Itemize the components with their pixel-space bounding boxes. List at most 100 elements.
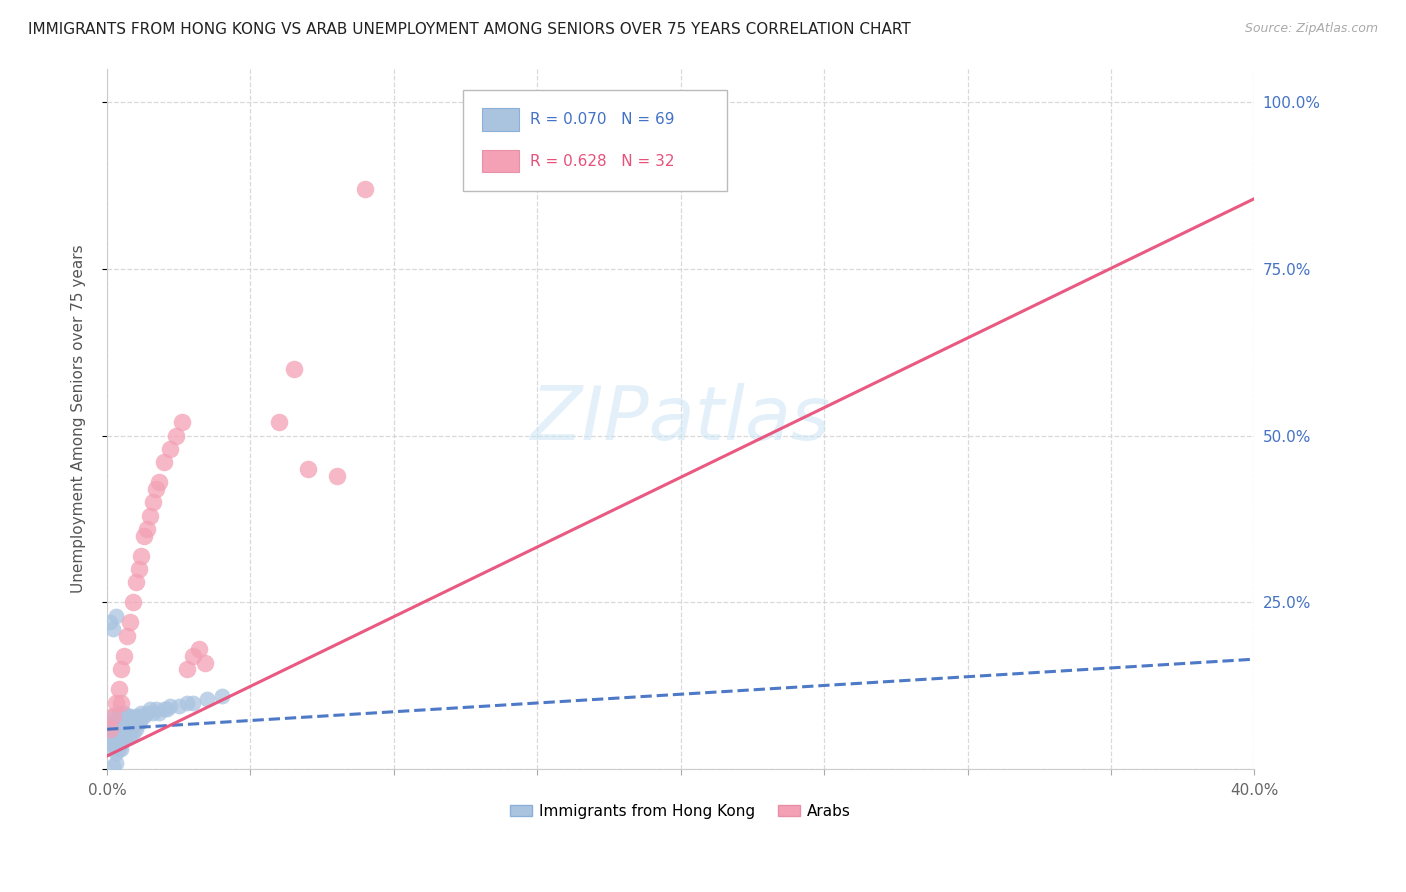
Point bbox=[118, 709, 141, 723]
Point bbox=[197, 692, 219, 706]
Point bbox=[131, 706, 153, 720]
Point bbox=[194, 656, 217, 670]
FancyBboxPatch shape bbox=[463, 89, 727, 191]
Point bbox=[153, 702, 176, 716]
Point bbox=[104, 719, 127, 733]
Point bbox=[101, 709, 124, 723]
Point bbox=[115, 729, 138, 743]
Point bbox=[101, 729, 124, 743]
Point bbox=[211, 689, 233, 703]
Point bbox=[156, 702, 179, 716]
Point bbox=[110, 709, 132, 723]
Point bbox=[159, 442, 181, 456]
Point bbox=[98, 736, 121, 750]
Point bbox=[122, 725, 145, 739]
Point bbox=[107, 723, 129, 737]
Point bbox=[112, 719, 135, 733]
Point bbox=[139, 702, 162, 716]
Point bbox=[181, 648, 204, 663]
Point bbox=[122, 712, 145, 726]
Point bbox=[104, 725, 127, 739]
Point bbox=[128, 562, 150, 576]
Point bbox=[153, 455, 176, 469]
Point bbox=[170, 415, 193, 429]
Point bbox=[112, 725, 135, 739]
Point bbox=[104, 746, 127, 760]
FancyBboxPatch shape bbox=[482, 150, 519, 172]
Point bbox=[107, 729, 129, 743]
Point bbox=[112, 706, 135, 720]
Point bbox=[104, 712, 127, 726]
Point bbox=[134, 529, 156, 543]
Point bbox=[125, 709, 148, 723]
Point bbox=[101, 736, 124, 750]
Point bbox=[145, 482, 167, 496]
Text: ZIPatlas: ZIPatlas bbox=[530, 383, 831, 455]
FancyBboxPatch shape bbox=[482, 108, 519, 131]
Point bbox=[107, 706, 129, 720]
Point bbox=[112, 712, 135, 726]
Point bbox=[101, 622, 124, 636]
Point bbox=[148, 706, 170, 720]
Point bbox=[125, 575, 148, 590]
Point bbox=[159, 698, 181, 713]
Point bbox=[110, 729, 132, 743]
Point bbox=[98, 615, 121, 630]
Y-axis label: Unemployment Among Seniors over 75 years: Unemployment Among Seniors over 75 years bbox=[72, 244, 86, 593]
Point bbox=[142, 495, 165, 509]
Point bbox=[167, 698, 190, 713]
Point bbox=[148, 475, 170, 490]
Point bbox=[98, 715, 121, 730]
Point bbox=[107, 736, 129, 750]
Point bbox=[176, 696, 198, 710]
Point bbox=[98, 725, 121, 739]
Point bbox=[110, 736, 132, 750]
Point bbox=[112, 732, 135, 747]
Point bbox=[136, 522, 159, 536]
Point bbox=[110, 662, 132, 676]
Point bbox=[110, 742, 132, 756]
Point bbox=[131, 712, 153, 726]
Point bbox=[118, 729, 141, 743]
Point bbox=[104, 739, 127, 753]
Point bbox=[165, 428, 187, 442]
Point bbox=[115, 723, 138, 737]
Point bbox=[125, 715, 148, 730]
Point bbox=[101, 742, 124, 756]
Point bbox=[115, 709, 138, 723]
Point bbox=[176, 662, 198, 676]
Text: IMMIGRANTS FROM HONG KONG VS ARAB UNEMPLOYMENT AMONG SENIORS OVER 75 YEARS CORRE: IMMIGRANTS FROM HONG KONG VS ARAB UNEMPL… bbox=[28, 22, 911, 37]
Point bbox=[181, 696, 204, 710]
Point bbox=[101, 759, 124, 773]
Point bbox=[115, 629, 138, 643]
Point bbox=[187, 642, 209, 657]
Point bbox=[354, 181, 377, 195]
Point bbox=[107, 709, 129, 723]
Point bbox=[145, 702, 167, 716]
Text: Source: ZipAtlas.com: Source: ZipAtlas.com bbox=[1244, 22, 1378, 36]
Point bbox=[110, 696, 132, 710]
Point bbox=[107, 682, 129, 697]
Point bbox=[104, 732, 127, 747]
Point bbox=[118, 715, 141, 730]
Point bbox=[104, 696, 127, 710]
Point bbox=[115, 715, 138, 730]
Point bbox=[131, 549, 153, 563]
Point bbox=[104, 608, 127, 623]
Point bbox=[325, 468, 347, 483]
Point bbox=[104, 756, 127, 770]
Point bbox=[110, 715, 132, 730]
Text: R = 0.070   N = 69: R = 0.070 N = 69 bbox=[530, 112, 675, 127]
Point bbox=[269, 415, 291, 429]
Point bbox=[136, 706, 159, 720]
Point bbox=[142, 706, 165, 720]
Point bbox=[125, 723, 148, 737]
Point bbox=[128, 715, 150, 730]
Point bbox=[128, 709, 150, 723]
Point bbox=[110, 723, 132, 737]
Point bbox=[107, 742, 129, 756]
Point bbox=[122, 595, 145, 609]
Point bbox=[134, 709, 156, 723]
Point bbox=[101, 723, 124, 737]
Point bbox=[118, 723, 141, 737]
